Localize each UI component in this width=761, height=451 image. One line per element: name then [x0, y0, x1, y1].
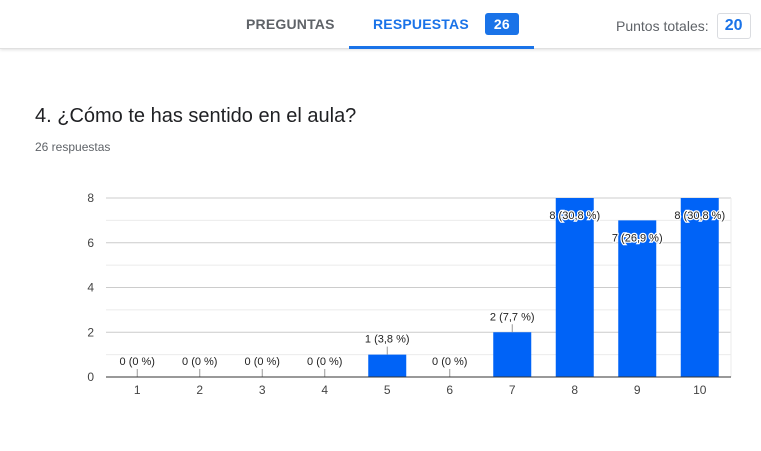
total-points-value: 20	[716, 13, 751, 39]
data-label: 0 (0 %)	[245, 356, 280, 368]
bar	[680, 198, 719, 377]
tab-preguntas-label: PREGUNTAS	[246, 16, 335, 32]
data-label: 1 (3,8 %)	[365, 334, 410, 346]
question-title: 4. ¿Cómo te has sentido en el aula?	[35, 105, 357, 127]
y-tick-label: 6	[87, 236, 94, 250]
data-label: 0 (0 %)	[432, 356, 467, 368]
x-tick-label: 5	[384, 383, 391, 397]
data-label: 0 (0 %)	[120, 356, 155, 368]
x-tick-label: 4	[321, 383, 328, 397]
responses-count-badge: 26	[484, 13, 519, 35]
bar	[555, 198, 594, 377]
y-tick-label: 8	[87, 191, 94, 205]
x-tick-label: 8	[571, 383, 578, 397]
total-points-label: Puntos totales:	[616, 18, 709, 34]
data-label: 2 (7,7 %)	[490, 311, 535, 323]
x-tick-label: 9	[634, 383, 641, 397]
question-response-count: 26 respuestas	[35, 140, 111, 154]
top-navigation-bar: PREGUNTAS RESPUESTAS 26 Puntos totales: …	[0, 0, 761, 49]
x-tick-label: 10	[693, 383, 707, 397]
bar	[493, 332, 532, 377]
data-label: 0 (0 %)	[307, 356, 342, 368]
data-label: 7 (26,9 %)	[612, 232, 663, 244]
tab-respuestas-label: RESPUESTAS	[373, 16, 469, 32]
data-label: 0 (0 %)	[182, 356, 217, 368]
x-tick-label: 6	[446, 383, 453, 397]
active-tab-indicator	[349, 46, 534, 49]
tab-respuestas[interactable]: RESPUESTAS 26	[349, 0, 534, 49]
x-tick-label: 3	[259, 383, 266, 397]
data-label: 8 (30,8 %)	[674, 210, 725, 222]
bar	[368, 354, 407, 377]
total-points: Puntos totales: 20	[616, 13, 751, 39]
y-tick-label: 4	[87, 281, 94, 295]
y-tick-label: 2	[87, 325, 94, 339]
y-tick-label: 0	[87, 370, 94, 384]
x-tick-label: 1	[134, 383, 141, 397]
x-tick-label: 2	[196, 383, 203, 397]
bar	[618, 220, 657, 377]
tab-preguntas[interactable]: PREGUNTAS	[246, 0, 335, 48]
data-label: 8 (30,8 %)	[549, 210, 600, 222]
x-tick-label: 7	[509, 383, 516, 397]
